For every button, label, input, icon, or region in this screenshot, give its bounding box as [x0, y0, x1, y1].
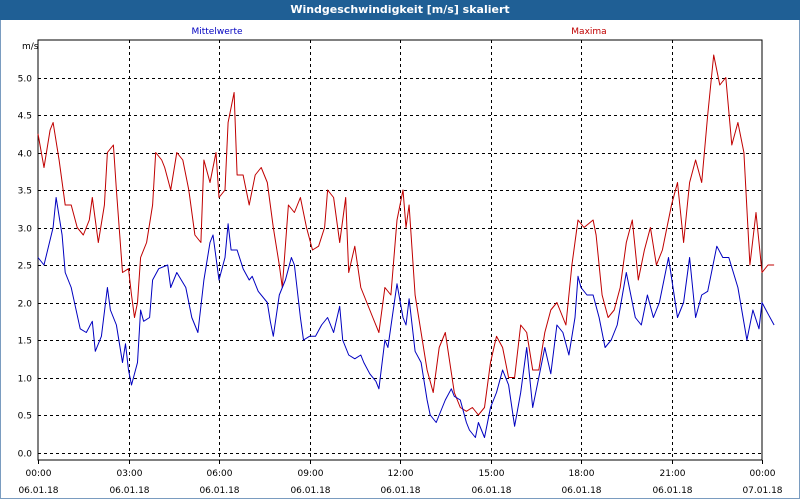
y-tick-label: 2.5 [18, 262, 32, 272]
plot-area-border [37, 39, 763, 464]
x-tick-time: 12:00 [388, 469, 414, 479]
series-line-mittelwerte [37, 197, 775, 438]
x-tick-time: 03:00 [117, 469, 143, 479]
y-tick-label: 5.0 [18, 75, 33, 85]
x-tick-date: 06.01.18 [199, 486, 239, 496]
x-tick-date: 06.01.18 [18, 486, 58, 496]
legend-maxima: Maxima [571, 27, 606, 37]
x-tick-time: 21:00 [660, 469, 686, 479]
x-tick-time: 06:00 [207, 469, 233, 479]
y-tick-label: 2.0 [18, 300, 33, 310]
y-tick-label: 3.0 [18, 225, 33, 235]
x-tick-date: 06.01.18 [290, 486, 330, 496]
x-tick-date: 06.01.18 [380, 486, 420, 496]
y-tick-label: 1.0 [18, 375, 33, 385]
x-tick-date: 06.01.18 [561, 486, 601, 496]
y-tick-label: 0.0 [18, 450, 33, 460]
x-tick-time: 09:00 [298, 469, 324, 479]
x-tick-labels: 00:00 06.01.18 03:00 06.01.18 06:00 06.01.18 0… [18, 469, 782, 496]
y-tick-labels: 0.0 0.5 1.0 1.5 2.0 2.5 3.0 3.5 4.0 4.5 5.0 [18, 75, 33, 460]
y-tick-label: 4.0 [18, 150, 33, 160]
grid-lines [38, 40, 762, 460]
chart-title: Windgeschwindigkeit [m/s] skaliert [0, 0, 800, 20]
x-tick-date: 06.01.18 [652, 486, 692, 496]
x-tick-date: 06.01.18 [471, 486, 511, 496]
x-tick-time: 00:00 [750, 469, 776, 479]
series-lines [37, 54, 775, 438]
x-tick-time: 00:00 [26, 469, 52, 479]
y-tick-label: 4.5 [18, 112, 32, 122]
x-tick-time: 18:00 [569, 469, 595, 479]
legend-mittelwerte: Mittelwerte [191, 27, 242, 37]
y-tick-label: 1.5 [18, 337, 32, 347]
series-line-maxima [37, 54, 775, 416]
x-tick-time: 15:00 [479, 469, 505, 479]
x-tick-date: 07.01.18 [742, 486, 782, 496]
x-tick-date: 06.01.18 [109, 486, 149, 496]
y-tick-label: 0.5 [18, 412, 32, 422]
y-tick-label: 3.5 [18, 187, 32, 197]
y-axis-unit-label: m/s [22, 42, 39, 52]
